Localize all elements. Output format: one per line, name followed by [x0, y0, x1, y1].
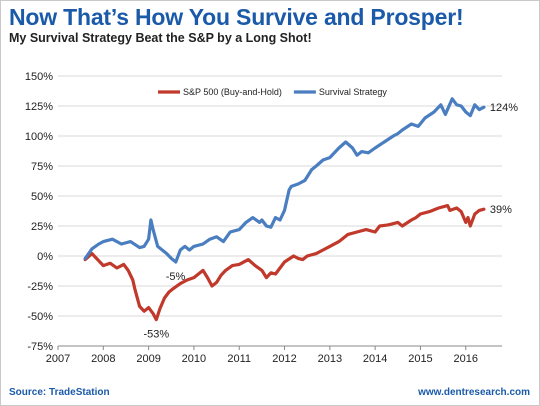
- y-tick-label: -75%: [27, 341, 53, 353]
- chart-title: Now That’s How You Survive and Prosper!: [9, 4, 464, 30]
- chart-subtitle: My Survival Strategy Beat the S&P by a L…: [9, 31, 312, 45]
- series-end-label: 39%: [490, 204, 512, 216]
- website-link[interactable]: www.dentresearch.com: [418, 387, 530, 398]
- y-tick-label: 150%: [25, 71, 53, 83]
- series-line-survival-strategy: [83, 97, 486, 264]
- legend-entry: Survival Strategy: [319, 87, 388, 97]
- x-tick-label: 2015: [408, 353, 432, 365]
- x-tick-label: 2010: [182, 353, 206, 365]
- y-tick-label: 0%: [37, 251, 53, 263]
- series-end-label: 124%: [490, 102, 518, 114]
- y-tick-label: 50%: [31, 191, 53, 203]
- x-tick-label: 2007: [46, 353, 70, 365]
- source-note: Source: TradeStation: [9, 387, 110, 398]
- annotation-label: -53%: [143, 329, 169, 341]
- y-tick-label: -25%: [27, 281, 53, 293]
- x-tick-label: 2011: [227, 353, 251, 365]
- legend-entry: S&P 500 (Buy-and-Hold): [183, 87, 282, 97]
- x-tick-label: 2008: [91, 353, 115, 365]
- x-tick-label: 2014: [363, 353, 387, 365]
- y-tick-label: 75%: [31, 161, 53, 173]
- y-tick-label: 100%: [25, 131, 53, 143]
- x-tick-label: 2016: [454, 353, 478, 365]
- y-tick-label: -50%: [27, 311, 53, 323]
- x-tick-label: 2009: [136, 353, 160, 365]
- series-line-sp500: [83, 204, 486, 322]
- y-tick-label: 125%: [25, 101, 53, 113]
- x-tick-label: 2013: [318, 353, 342, 365]
- annotation-label: -5%: [166, 271, 186, 283]
- y-tick-label: 25%: [31, 221, 53, 233]
- x-tick-label: 2012: [272, 353, 296, 365]
